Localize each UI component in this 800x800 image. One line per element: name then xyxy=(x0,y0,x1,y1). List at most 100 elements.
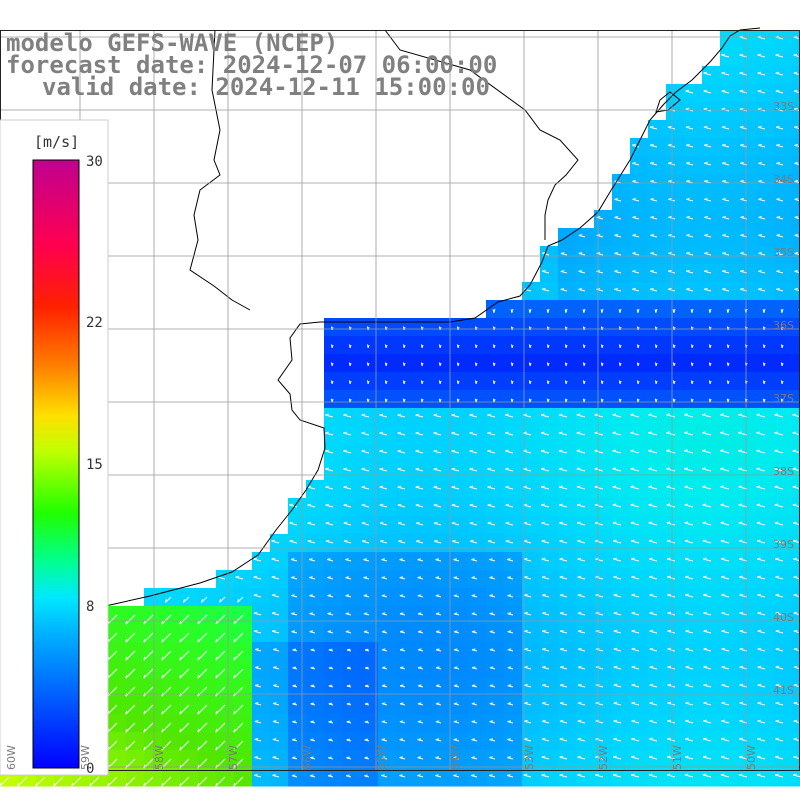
wind-arrow xyxy=(560,648,568,652)
wind-arrow-head xyxy=(507,666,512,669)
wind-arrow-head xyxy=(381,558,386,561)
wind-arrow-head xyxy=(471,612,476,615)
wind-arrow xyxy=(774,468,784,472)
wind-cell xyxy=(432,408,451,427)
wind-arrow-head xyxy=(17,782,20,787)
wind-arrow-head xyxy=(704,179,708,182)
wind-arrow-head xyxy=(739,575,743,578)
wind-arrow-head xyxy=(630,503,635,506)
wind-cell xyxy=(288,768,307,787)
wind-arrow xyxy=(595,558,604,562)
wind-arrow-head xyxy=(559,701,564,704)
wind-cell xyxy=(684,156,703,175)
wind-arrow-head xyxy=(397,503,402,506)
wind-cell xyxy=(558,534,577,553)
wind-cell xyxy=(324,606,343,625)
wind-cell xyxy=(630,462,649,481)
wind-cell xyxy=(774,570,793,589)
wind-arrow xyxy=(289,504,298,508)
wind-arrow xyxy=(650,234,658,238)
wind-arrow-head xyxy=(685,665,690,668)
wind-arrow xyxy=(559,558,568,562)
wind-cell xyxy=(720,750,739,769)
wind-arrow xyxy=(219,596,226,603)
wind-arrow-head xyxy=(704,161,708,164)
wind-arrow xyxy=(107,722,118,733)
wind-arrow xyxy=(523,738,532,742)
wind-cell xyxy=(396,606,415,625)
wind-cell xyxy=(306,750,325,769)
wind-arrow xyxy=(775,54,784,58)
latitude-label: 36S xyxy=(773,319,794,332)
wind-cell xyxy=(774,192,793,211)
wind-arrow-head xyxy=(384,380,387,384)
wind-arrow-head xyxy=(453,738,458,741)
wind-cell xyxy=(414,426,433,445)
wind-arrow-head xyxy=(560,647,564,650)
wind-cell xyxy=(702,282,721,301)
wind-arrow xyxy=(667,648,676,652)
wind-arrow-head xyxy=(756,503,761,506)
wind-cell xyxy=(738,534,757,553)
wind-arrow-head xyxy=(237,598,240,603)
wind-cell xyxy=(540,426,559,445)
wind-arrow-head xyxy=(364,702,369,705)
wind-cell xyxy=(666,642,685,661)
wind-arrow-head xyxy=(272,773,277,776)
wind-arrow-head xyxy=(346,684,351,687)
wind-cell xyxy=(792,354,800,373)
wind-arrow-head xyxy=(397,485,402,488)
wind-arrow-head xyxy=(630,485,635,488)
wind-arrow-head xyxy=(523,575,528,578)
wind-arrow xyxy=(343,522,352,526)
wind-arrow xyxy=(721,648,730,652)
wind-arrow-head xyxy=(125,656,128,661)
wind-arrow xyxy=(89,776,100,787)
wind-arrow xyxy=(612,432,622,436)
wind-cell xyxy=(396,426,415,445)
wind-arrow-head xyxy=(650,287,654,290)
wind-arrow-head xyxy=(507,594,512,597)
wind-arrow-head xyxy=(541,737,546,740)
wind-arrow-head xyxy=(630,449,634,452)
wind-arrow-head xyxy=(327,594,332,597)
wind-arrow xyxy=(756,432,766,436)
wind-arrow xyxy=(720,450,730,454)
wind-arrow-head xyxy=(667,719,671,722)
wind-cell xyxy=(720,426,739,445)
wind-arrow xyxy=(578,288,586,292)
wind-arrow-head xyxy=(272,738,277,740)
wind-cell xyxy=(738,444,757,463)
wind-arrow-head xyxy=(576,413,581,416)
wind-cell xyxy=(666,192,685,211)
wind-arrow xyxy=(233,632,244,643)
wind-arrow xyxy=(215,614,226,625)
wind-cell xyxy=(432,552,451,571)
wind-arrow-head xyxy=(487,503,492,506)
wind-cell xyxy=(486,570,505,589)
wind-arrow-head xyxy=(672,344,675,348)
wind-arrow-head xyxy=(179,674,182,679)
wind-arrow xyxy=(577,612,586,616)
wind-arrow-head xyxy=(792,485,797,488)
wind-cell xyxy=(306,642,325,661)
wind-cell xyxy=(396,444,415,463)
wind-arrow-head xyxy=(363,576,368,579)
wind-arrow-head xyxy=(703,647,708,650)
wind-cell xyxy=(630,156,649,175)
wind-arrow-head xyxy=(420,362,423,366)
wind-arrow-head xyxy=(666,773,671,776)
wind-cell xyxy=(756,120,775,139)
wind-cell xyxy=(504,696,523,715)
wind-arrow xyxy=(594,450,604,454)
wind-arrow xyxy=(505,450,514,454)
wind-arrow xyxy=(361,432,370,436)
wind-arrow-head xyxy=(793,683,798,686)
wind-arrow xyxy=(161,686,172,697)
wind-arrow-head xyxy=(667,701,671,704)
wind-cell xyxy=(612,660,631,679)
wind-arrow-head xyxy=(125,728,128,733)
wind-arrow-head xyxy=(650,161,654,164)
wind-cell xyxy=(720,444,739,463)
